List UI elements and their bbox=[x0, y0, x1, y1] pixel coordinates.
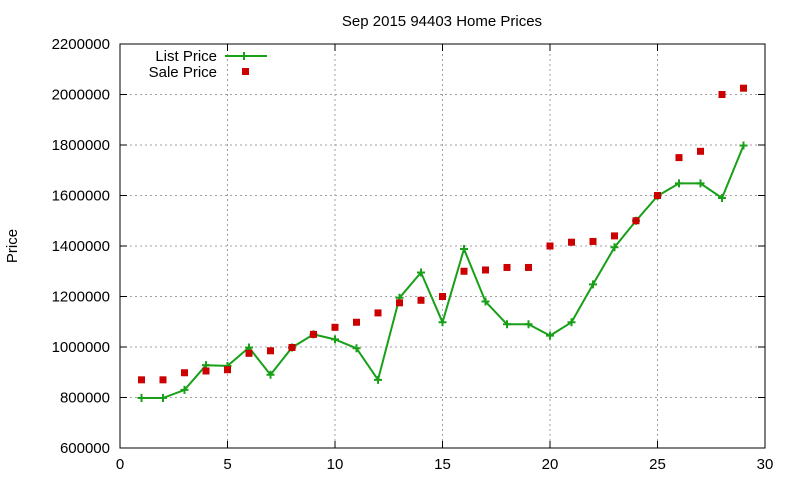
list-price-point bbox=[438, 318, 447, 327]
sale-price-point bbox=[654, 192, 661, 199]
legend-label-sale-price: Sale Price bbox=[149, 64, 217, 81]
y-tick-label: 800000 bbox=[60, 390, 110, 407]
sale-price-point bbox=[310, 330, 317, 338]
x-tick-label: 10 bbox=[327, 456, 344, 473]
list-price-point bbox=[739, 141, 748, 150]
list-price-point bbox=[331, 335, 339, 344]
list-price-point bbox=[567, 318, 576, 327]
sale-price-point bbox=[675, 154, 683, 162]
legend: List Price Sale Price bbox=[149, 48, 267, 81]
list-price-point bbox=[481, 297, 490, 306]
sale-price-point bbox=[589, 237, 597, 245]
list-price-point bbox=[159, 394, 167, 403]
series-sale-price bbox=[138, 84, 747, 384]
list-price-point bbox=[718, 194, 726, 203]
sale-price-point bbox=[525, 263, 532, 271]
sale-price-point bbox=[353, 318, 360, 326]
x-tick-label: 25 bbox=[649, 456, 666, 473]
list-price-point bbox=[696, 179, 705, 188]
sale-price-point bbox=[396, 299, 403, 307]
y-tick-label: 600000 bbox=[60, 440, 110, 457]
sale-price-point bbox=[740, 84, 747, 92]
y-tick-label: 1200000 bbox=[52, 289, 110, 306]
sale-price-point bbox=[482, 266, 489, 274]
sale-price-point bbox=[568, 238, 575, 246]
list-price-point bbox=[460, 245, 468, 254]
x-tick-label: 5 bbox=[223, 456, 231, 473]
list-price-point bbox=[266, 370, 275, 379]
y-tick-label: 1000000 bbox=[52, 339, 110, 356]
sale-price-point bbox=[138, 376, 145, 384]
y-axis-label: Price bbox=[4, 229, 21, 263]
list-price-point bbox=[546, 331, 554, 340]
x-tick-label: 30 bbox=[757, 456, 774, 473]
sale-price-point bbox=[331, 323, 339, 331]
list-price-point bbox=[503, 320, 511, 329]
legend-label-list-price: List Price bbox=[155, 48, 217, 65]
x-tick-label: 20 bbox=[542, 456, 559, 473]
axis-ticks bbox=[119, 43, 766, 449]
series-list-price bbox=[137, 141, 748, 403]
y-tick-label: 1400000 bbox=[52, 238, 110, 255]
sale-price-point bbox=[503, 263, 511, 271]
sale-price-point bbox=[718, 91, 726, 98]
sale-price-point bbox=[288, 344, 296, 352]
sale-price-point bbox=[417, 296, 425, 304]
list-price-point bbox=[180, 385, 189, 394]
sale-price-point bbox=[546, 242, 554, 250]
sale-price-point bbox=[202, 367, 210, 375]
legend-marker-sale-price bbox=[242, 68, 249, 75]
y-tick-labels: 600000 800000 1000000 1200000 1400000 1600000… bbox=[52, 36, 110, 457]
grid bbox=[120, 44, 765, 448]
sale-price-point bbox=[159, 376, 167, 384]
sale-price-point bbox=[439, 293, 446, 300]
y-tick-label: 2200000 bbox=[52, 36, 110, 53]
legend-marker-list-price bbox=[240, 52, 248, 60]
sale-price-point bbox=[460, 267, 468, 275]
x-tick-label: 15 bbox=[434, 456, 451, 473]
list-price-point bbox=[610, 243, 619, 252]
list-price-point bbox=[417, 268, 425, 277]
sale-price-point bbox=[611, 232, 618, 240]
y-tick-label: 1600000 bbox=[52, 188, 110, 205]
sale-price-point bbox=[267, 347, 274, 355]
list-price-point bbox=[524, 320, 533, 329]
sale-price-point bbox=[632, 217, 640, 225]
sale-price-point bbox=[697, 147, 704, 155]
sale-price-point bbox=[245, 349, 253, 357]
list-price-point bbox=[137, 394, 146, 403]
y-tick-label: 2000000 bbox=[52, 87, 110, 104]
sale-price-point bbox=[181, 369, 188, 377]
list-price-point bbox=[352, 344, 361, 353]
x-tick-label: 0 bbox=[116, 456, 124, 473]
y-tick-label: 1800000 bbox=[52, 137, 110, 154]
list-price-point bbox=[374, 375, 382, 384]
x-tick-labels: 0 5 10 15 20 25 30 bbox=[116, 456, 774, 473]
chart-title: Sep 2015 94403 Home Prices bbox=[342, 13, 542, 30]
list-price-point bbox=[589, 280, 597, 289]
list-price-point bbox=[675, 179, 683, 188]
sale-price-point bbox=[224, 366, 231, 374]
sale-price-point bbox=[374, 309, 382, 317]
